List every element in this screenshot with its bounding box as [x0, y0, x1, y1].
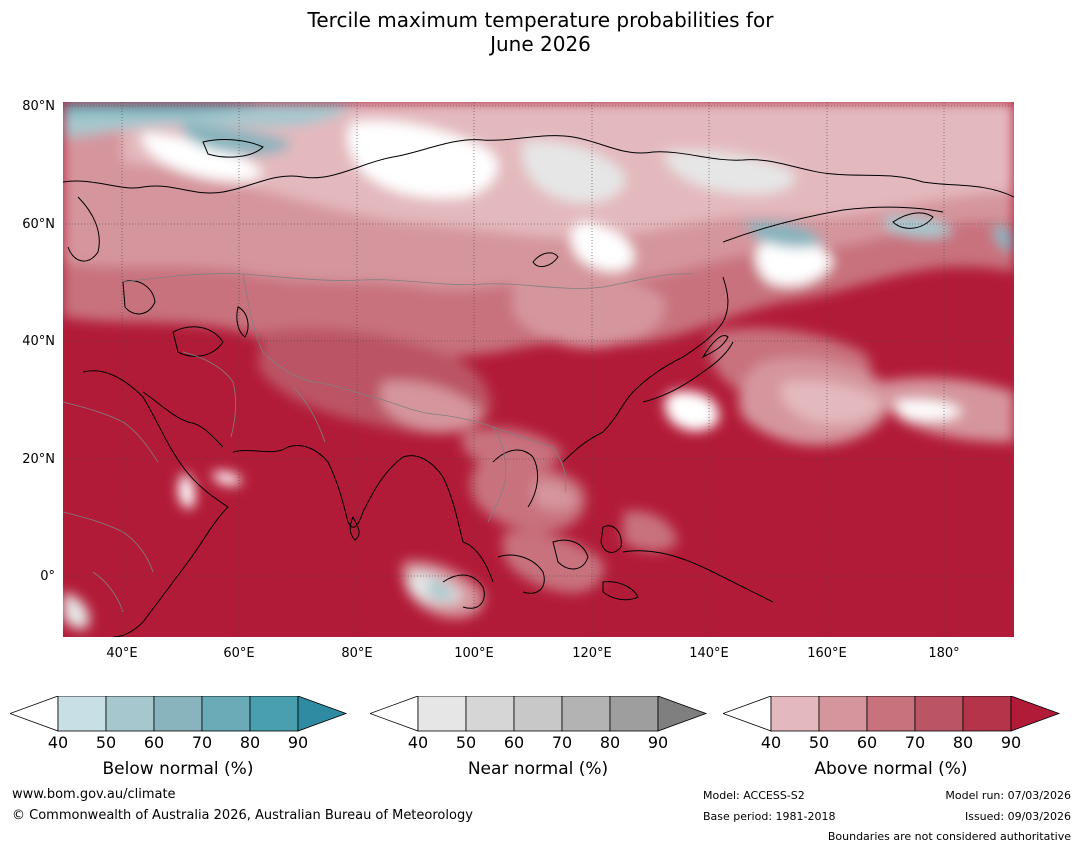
colorbar-above-cell — [914, 696, 964, 732]
cbar-near-tick-50: 50 — [455, 733, 477, 752]
colorbar-below-under — [10, 696, 59, 732]
issued-text: Issued: 09/03/2026 — [964, 810, 1071, 823]
lon-label-120e: 120°E — [572, 646, 612, 661]
cbar-above-tick-80: 80 — [952, 733, 974, 752]
lat-label-20n: 20°N — [22, 452, 55, 467]
country-boundaries — [63, 273, 694, 613]
colorbar-above-cell — [818, 696, 868, 732]
colorbar-near-over — [657, 696, 708, 732]
cbar-above-tick-90: 90 — [1000, 733, 1022, 752]
colorbar-below-title: Below normal (%) — [102, 759, 254, 779]
colorbar-above-cell — [962, 696, 1012, 732]
colorbar-below — [10, 696, 348, 732]
cbar-near-tick-80: 80 — [599, 733, 621, 752]
model-text: Model: ACCESS-S2 — [703, 789, 805, 802]
cbar-above-tick-40: 40 — [760, 733, 782, 752]
copyright-text: © Commonwealth of Australia 2026, Austra… — [12, 808, 473, 823]
lat-label-80n: 80°N — [22, 99, 55, 114]
colorbar-near — [370, 696, 708, 732]
lat-label-40n: 40°N — [22, 334, 55, 349]
cbar-above-tick-60: 60 — [856, 733, 878, 752]
boundaries-disclaimer: Boundaries are not considered authoritat… — [827, 830, 1071, 843]
probability-field — [63, 102, 1014, 629]
lat-label-0: 0° — [40, 569, 55, 584]
cbar-near-tick-70: 70 — [551, 733, 573, 752]
lon-label-160e: 160°E — [807, 646, 847, 661]
lat-label-60n: 60°N — [22, 217, 55, 232]
colorbar-above — [723, 696, 1061, 732]
cbar-below-tick-90: 90 — [287, 733, 309, 752]
chart-title: Tercile maximum temperature probabilitie… — [0, 8, 1081, 56]
cbar-above-tick-50: 50 — [808, 733, 830, 752]
colorbar-near-cell — [465, 696, 515, 732]
coastlines — [63, 135, 1014, 637]
colorbar-near-under — [370, 696, 419, 732]
lon-label-180: 180° — [928, 646, 960, 661]
gridlines — [63, 102, 1014, 637]
colorbar-below-cell — [153, 696, 203, 732]
colorbar-above-cells — [770, 696, 1012, 732]
lon-label-40e: 40°E — [106, 646, 138, 661]
colorbar-near-cell — [513, 696, 563, 732]
colorbar-near-cell — [609, 696, 659, 732]
lon-label-100e: 100°E — [454, 646, 494, 661]
probability-map — [63, 102, 1014, 637]
cbar-near-tick-90: 90 — [647, 733, 669, 752]
cbar-below-tick-60: 60 — [143, 733, 165, 752]
cbar-below-tick-80: 80 — [239, 733, 261, 752]
lon-label-140e: 140°E — [689, 646, 729, 661]
colorbar-below-cell — [105, 696, 155, 732]
cbar-near-tick-40: 40 — [407, 733, 429, 752]
colorbar-above-cell — [770, 696, 820, 732]
model-run-text: Model run: 07/03/2026 — [945, 789, 1071, 802]
colorbar-near-cell — [417, 696, 467, 732]
colorbar-above-under — [723, 696, 772, 732]
title-line-1: Tercile maximum temperature probabilitie… — [307, 8, 774, 32]
colorbar-below-cell — [249, 696, 299, 732]
colorbar-above-over — [1010, 696, 1061, 732]
colorbar-below-cell — [201, 696, 251, 732]
colorbar-above-title: Above normal (%) — [814, 759, 968, 779]
lon-label-80e: 80°E — [341, 646, 373, 661]
title-line-2: June 2026 — [490, 32, 591, 56]
cbar-above-tick-70: 70 — [904, 733, 926, 752]
colorbar-below-cells — [57, 696, 299, 732]
colorbar-near-title: Near normal (%) — [467, 759, 609, 779]
cbar-below-tick-70: 70 — [191, 733, 213, 752]
cbar-near-tick-60: 60 — [503, 733, 525, 752]
website-link[interactable]: www.bom.gov.au/climate — [12, 787, 176, 802]
colorbar-below-cell — [57, 696, 107, 732]
cbar-below-tick-50: 50 — [95, 733, 117, 752]
map-svg — [63, 102, 1014, 637]
colorbar-below-over — [297, 696, 348, 732]
lon-label-60e: 60°E — [223, 646, 255, 661]
base-period-text: Base period: 1981-2018 — [703, 810, 836, 823]
colorbar-near-cells — [417, 696, 659, 732]
colorbar-near-cell — [561, 696, 611, 732]
cbar-below-tick-40: 40 — [47, 733, 69, 752]
colorbar-above-cell — [866, 696, 916, 732]
